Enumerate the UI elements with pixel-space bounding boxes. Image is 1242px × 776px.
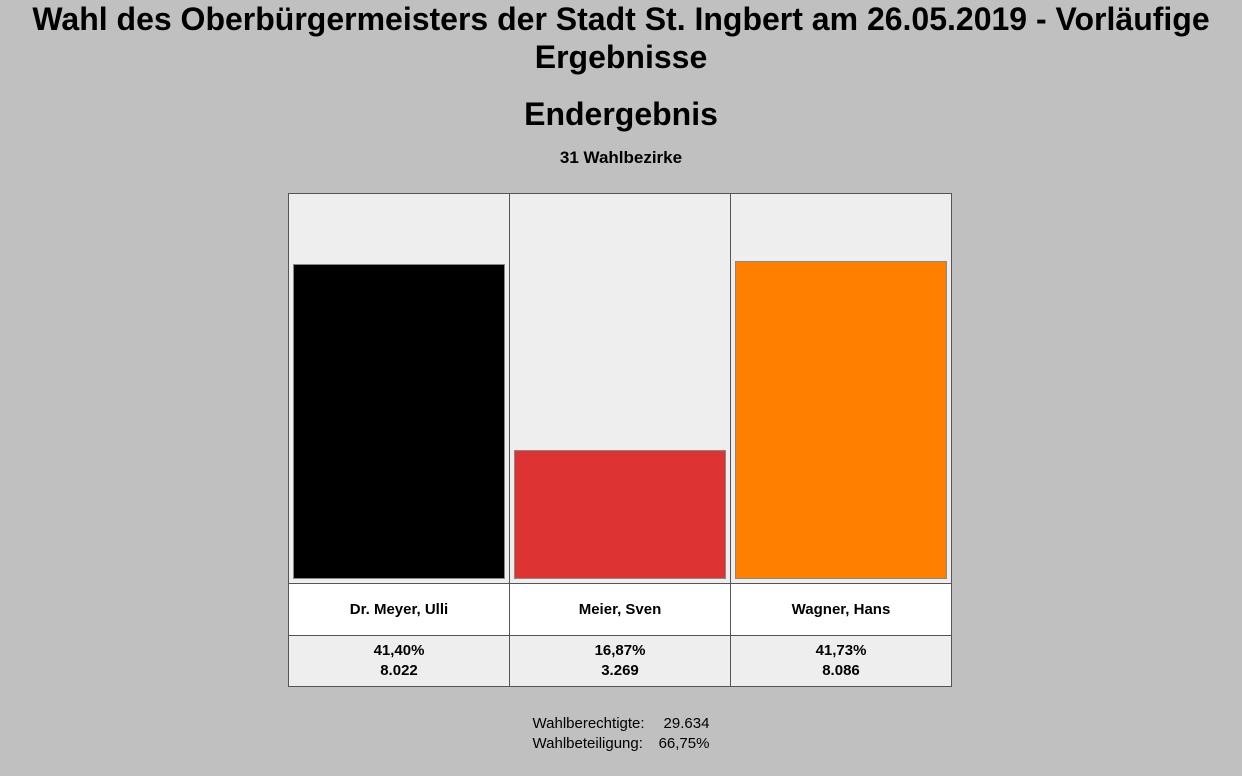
bar-cell-1 <box>509 193 731 584</box>
bar-meier <box>514 450 726 579</box>
percent-label-wagner: 41,73% <box>815 642 867 659</box>
candidate-name-meier: Meier, Sven <box>509 583 731 636</box>
page-title: Wahl des Oberbürgermeisters der Stadt St… <box>32 1 1210 75</box>
turnout-label: Wahlbeteiligung: <box>532 735 643 752</box>
votes-label-meier: 3.269 <box>601 662 639 679</box>
name-row: Dr. Meyer, Ulli Meier, Sven Wagner, Hans <box>288 583 952 636</box>
bar-cell-0 <box>288 193 510 584</box>
percent-label-meier: 16,87% <box>594 642 646 659</box>
value-cell-wagner: 41,73% 8.086 <box>730 635 952 687</box>
bar-meyer <box>293 264 505 579</box>
eligible-label: Wahlberechtigte: <box>532 715 645 732</box>
percent-label-meyer: 41,40% <box>373 642 425 659</box>
votes-label-wagner: 8.086 <box>822 662 860 679</box>
eligible-row: Wahlberechtigte: 29.634 <box>533 714 710 734</box>
bar-wagner <box>735 261 947 579</box>
bar-row <box>288 193 952 584</box>
turnout-value: 66,75% <box>658 735 710 752</box>
summary-table: Wahlberechtigte: 29.634 Wahlbeteiligung:… <box>533 714 710 754</box>
candidate-name-wagner: Wagner, Hans <box>730 583 952 636</box>
election-summary: Wahlberechtigte: 29.634 Wahlbeteiligung:… <box>0 714 1242 754</box>
district-count: 31 Wahlbezirke <box>559 148 683 167</box>
bar-cell-2 <box>730 193 952 584</box>
eligible-value: 29.634 <box>663 715 710 732</box>
candidate-name-meyer: Dr. Meyer, Ulli <box>288 583 510 636</box>
value-cell-meyer: 41,40% 8.022 <box>288 635 510 687</box>
turnout-row: Wahlbeteiligung: 66,75% <box>533 734 710 754</box>
votes-label-meyer: 8.022 <box>380 662 418 679</box>
result-subtitle: Endergebnis <box>524 96 718 132</box>
value-cell-meier: 16,87% 3.269 <box>509 635 731 687</box>
value-row: 41,40% 8.022 16,87% 3.269 41,73% 8.086 <box>288 635 952 687</box>
results-table: Dr. Meyer, Ulli Meier, Sven Wagner, Hans… <box>288 193 952 687</box>
